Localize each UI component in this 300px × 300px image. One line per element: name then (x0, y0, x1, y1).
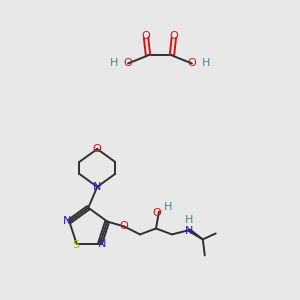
Text: H: H (110, 58, 118, 68)
Text: O: O (169, 31, 178, 40)
Text: O: O (153, 208, 161, 218)
Text: O: O (93, 144, 102, 154)
Text: H: H (202, 58, 210, 68)
Text: H: H (164, 202, 172, 212)
Text: O: O (142, 31, 150, 40)
Text: N: N (185, 226, 193, 236)
Text: O: O (188, 58, 196, 68)
Text: N: N (98, 239, 106, 249)
Text: S: S (72, 240, 79, 250)
Text: H: H (185, 215, 193, 226)
Text: O: O (124, 58, 133, 68)
Text: N: N (63, 217, 72, 226)
Text: O: O (120, 221, 128, 232)
Text: N: N (93, 182, 101, 192)
